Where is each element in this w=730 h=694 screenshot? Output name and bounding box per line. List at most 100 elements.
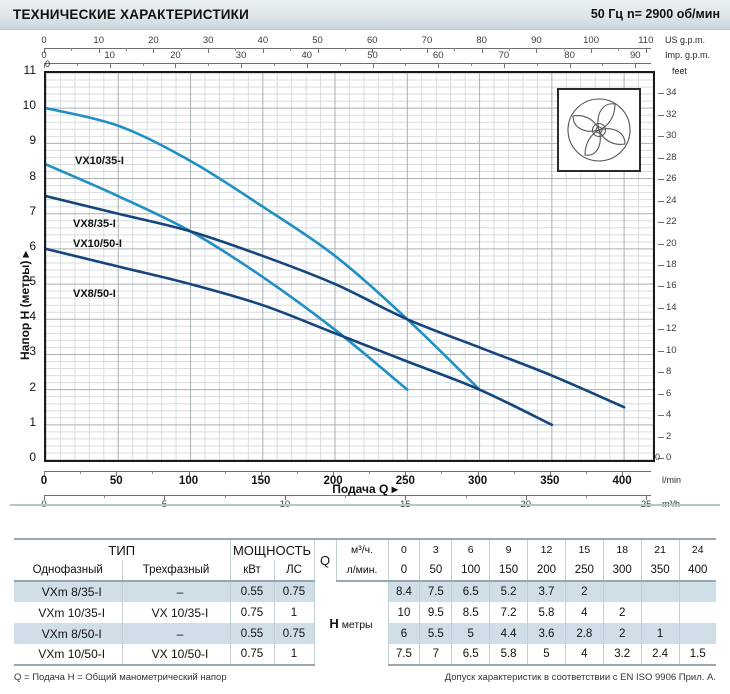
y-tick-left-9: 9	[29, 133, 36, 148]
x-tick-0: 0	[41, 35, 47, 46]
tick-minor	[618, 48, 620, 51]
x-tick-20: 20	[148, 35, 159, 46]
q-m3h-8: 24	[678, 538, 716, 560]
specification-table: ТИП МОЩНОСТЬ Q м³/ч. 0 3 6 9 12 15 18 21…	[14, 538, 716, 666]
y-tick-mark-right	[658, 350, 664, 352]
y-tick-left-6: 6	[29, 238, 36, 253]
x-axis-title: Подача Q ▸	[332, 482, 398, 496]
row-single-phase-2: VXm 8/50-I	[14, 623, 123, 644]
y-tick-right-18: 18	[666, 258, 677, 270]
tick-minor	[71, 48, 73, 51]
x-tick-70: 70	[498, 50, 510, 61]
row-three-phase-2: –	[121, 623, 231, 644]
table-header-row-1: ТИП МОЩНОСТЬ Q м³/ч. 0 3 6 9 12 15 18 21…	[14, 538, 716, 581]
tick-major	[405, 471, 407, 476]
tick-major	[549, 471, 551, 476]
h-value-2-4: 3.6	[527, 623, 566, 644]
y-tick-mark-right	[658, 136, 664, 138]
tick-major	[372, 63, 374, 68]
h-value-3-4: 5	[527, 644, 566, 666]
tick-major	[44, 495, 45, 500]
tick-major	[372, 48, 374, 53]
h-value-1-1: 9.5	[419, 602, 453, 623]
q-lmin-0: 0	[387, 560, 421, 582]
y-tick-right-4: 4	[666, 409, 672, 421]
h-value-3-1: 7	[419, 644, 453, 666]
frequency-label: 50 Гц	[590, 7, 623, 21]
tick-major	[645, 48, 647, 53]
x-tick-50: 50	[367, 50, 378, 61]
row-hp-1: 1	[273, 602, 315, 623]
x-tick-0: 0	[40, 475, 48, 487]
y-tick-right-16: 16	[666, 280, 677, 292]
h-value-1-6: 2	[602, 602, 642, 623]
tick-major	[153, 48, 155, 53]
h-value-2-8	[678, 623, 716, 644]
footnote-left: Q = Подача H = Общий манометрический нап…	[14, 672, 227, 683]
x-tick-400: 400	[612, 475, 632, 487]
h-value-3-8: 1.5	[678, 644, 716, 666]
y-tick-right-8: 8	[666, 366, 672, 378]
table-row[interactable]: VXm 10/50-I VX 10/50-I 0.75 1 7.5 7 6.5 5.8 5 4 3.…	[14, 644, 716, 666]
q-m3h-3: 9	[489, 538, 529, 560]
x-tick-350: 350	[540, 475, 560, 487]
y-tick-left-4: 4	[29, 309, 36, 324]
rpm-label: n= 2900 об/мин	[627, 7, 720, 21]
h-value-3-6: 3.2	[602, 644, 642, 666]
x-tick-80: 80	[564, 50, 575, 61]
tick-minor	[536, 63, 538, 66]
h-value-0-0: 8.4	[387, 581, 421, 602]
y-tick-right-34: 34	[666, 87, 677, 99]
x-tick-200: 200	[323, 475, 343, 487]
curve-lines	[46, 106, 626, 427]
h-value-0-3: 5.2	[489, 581, 529, 602]
tick-minor	[208, 63, 210, 66]
tick-minor	[152, 471, 154, 474]
q-lmin-5: 250	[564, 560, 604, 582]
tick-minor	[345, 495, 347, 498]
x-tick-10: 10	[104, 50, 115, 61]
y-tick-right-14: 14	[666, 301, 677, 313]
q-lmin-3: 150	[489, 560, 529, 582]
h-value-2-0: 6	[387, 623, 421, 644]
h-value-0-7	[640, 581, 680, 602]
x-tick-30: 30	[235, 50, 247, 61]
tick-major	[646, 495, 648, 500]
x-tick-10: 10	[93, 35, 104, 46]
h-value-0-5: 2	[564, 581, 604, 602]
h-value-1-0: 10	[387, 602, 421, 623]
curve-vx10-50-i	[46, 194, 626, 409]
tick-major	[208, 48, 210, 53]
y-tick-left-0: 0	[29, 450, 36, 464]
h-value-2-7: 1	[640, 623, 680, 644]
tick-major	[260, 471, 262, 476]
y-tick-mark-right	[658, 436, 664, 438]
header-q-unit-m3h: м³/ч.	[335, 538, 389, 560]
q-m3h-6: 18	[602, 538, 642, 560]
tick-minor	[513, 471, 515, 474]
tick-minor	[104, 495, 106, 498]
header-three-phase: Трехфазный	[121, 560, 231, 582]
tick-major	[525, 495, 527, 500]
curve-label-vx10-50-i: VX10/50-I	[73, 238, 122, 250]
tick-major	[164, 495, 166, 500]
axis-rail	[44, 495, 651, 496]
x-tick-250: 250	[395, 475, 415, 487]
plot-corner-zero-top: 0	[45, 59, 51, 69]
header-q-unit-lmin: л/мин.	[335, 560, 389, 582]
axis-unit-label: US g.p.m.	[665, 35, 706, 45]
tick-major	[477, 471, 479, 476]
y-tick-mark-right	[658, 200, 664, 202]
tick-major	[98, 48, 100, 53]
table-row[interactable]: VXm 8/35-I –0.55 0.75 H метры 8.4 7.5 6.5 5.2 3.…	[14, 581, 716, 665]
tick-major	[405, 495, 407, 500]
performance-chart: 0 10 20 30 40 50 60 70 80 90 100 110 US g.p.m. 0 10 20 3…	[0, 30, 730, 510]
tick-major	[175, 63, 177, 68]
axis-unit-label: Imp. g.p.m.	[665, 50, 711, 60]
table-header-row-2: Однофазный Трехфазный кВт ЛС л/мин. 0 50…	[14, 560, 716, 582]
y-tick-right-10: 10	[666, 344, 677, 356]
q-m3h-7: 21	[640, 538, 680, 560]
row-three-phase-1: VX 10/35-I	[121, 602, 231, 623]
q-m3h-4: 12	[527, 538, 566, 560]
row-kw-1: 0.75	[229, 602, 275, 623]
